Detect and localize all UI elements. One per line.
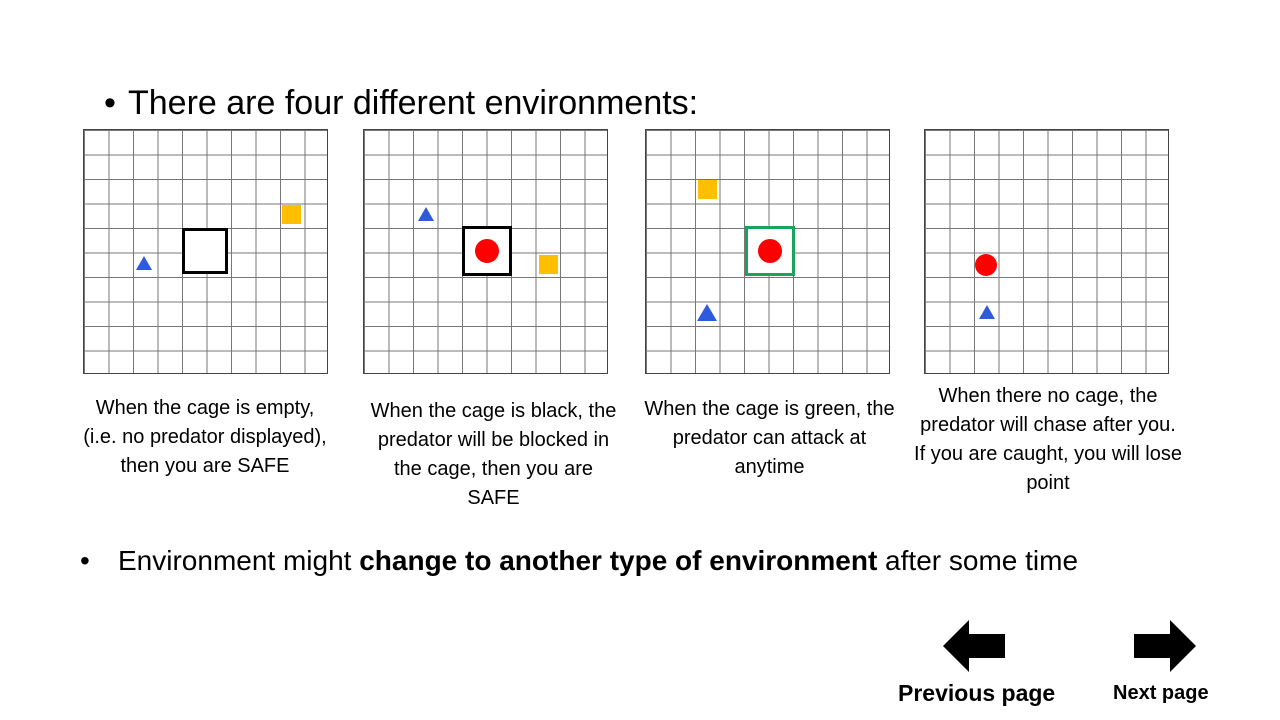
caption-no-cage: When there no cage, the predator will ch… bbox=[914, 385, 1182, 494]
previous-page-label: Previous page bbox=[898, 680, 1056, 706]
arrow-right-icon bbox=[1134, 620, 1196, 672]
agent-triangle bbox=[697, 304, 717, 321]
next-page-label: Next page bbox=[1113, 682, 1209, 704]
note-bold: change to another type of environment bbox=[359, 545, 878, 576]
heading-bullet: • bbox=[104, 84, 116, 122]
heading-text: There are four different environments: bbox=[128, 84, 699, 122]
heading: • There are four different environments: bbox=[104, 84, 698, 123]
black-cage bbox=[462, 226, 512, 276]
environment-grid-black-cage bbox=[363, 129, 608, 374]
caption-green-cage: When the cage is green, the predator can… bbox=[644, 398, 895, 478]
predator-circle bbox=[758, 239, 782, 263]
agent-triangle bbox=[136, 256, 152, 270]
environment-grid-no-cage bbox=[924, 129, 1169, 374]
predator-circle bbox=[475, 239, 499, 263]
note-suffix: after some time bbox=[877, 545, 1079, 576]
environment-grid-green-cage bbox=[645, 129, 890, 374]
note-bullet: • bbox=[80, 545, 90, 576]
environment-grid-empty-cage bbox=[83, 129, 328, 374]
environment-change-note: • Environment might change to another typ… bbox=[80, 545, 1078, 577]
food-square bbox=[698, 180, 717, 199]
note-prefix: Environment might bbox=[118, 545, 360, 576]
food-square bbox=[539, 255, 558, 274]
predator-circle bbox=[975, 254, 997, 276]
previous-page-button[interactable]: Previous page bbox=[898, 618, 1060, 714]
agent-triangle bbox=[418, 207, 434, 221]
arrow-left-icon bbox=[943, 620, 1005, 672]
caption-empty-cage: When the cage is empty, (i.e. no predato… bbox=[83, 397, 327, 477]
agent-triangle bbox=[979, 305, 995, 319]
green-cage bbox=[745, 226, 795, 276]
empty-cage bbox=[182, 228, 228, 274]
caption-black-cage: When the cage is black, the predator wil… bbox=[370, 400, 617, 509]
next-page-button[interactable]: Next page bbox=[1110, 618, 1220, 714]
food-square bbox=[282, 205, 301, 224]
